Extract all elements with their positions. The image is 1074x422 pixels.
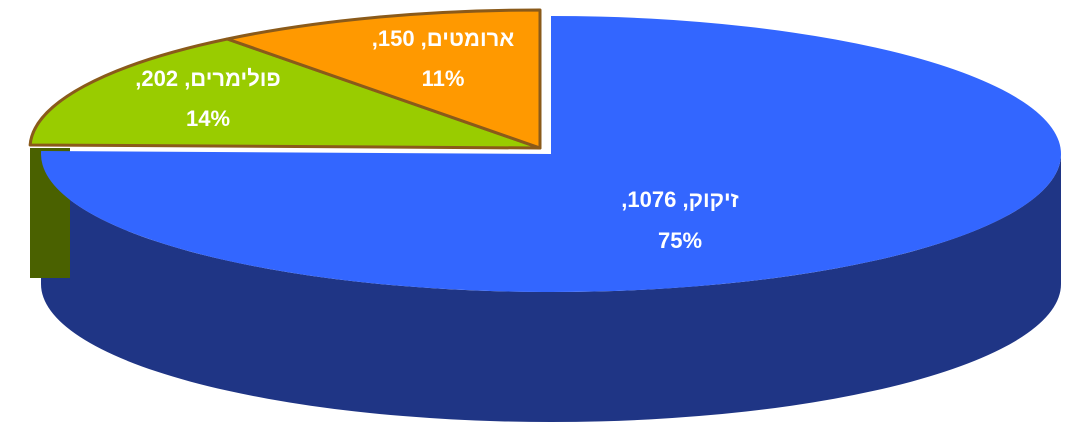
slice-top-polymers	[28, 37, 542, 150]
slice-top-aromatics	[225, 8, 542, 150]
label-aromatics-line2: 11%	[422, 66, 465, 91]
label-polymers-line1: פולימרים, 202,	[135, 66, 281, 91]
pie-tops	[28, 8, 1061, 293]
label-polymers-line2: 14%	[186, 106, 230, 131]
label-aromatics-line1: ארומטים, 150,	[372, 26, 515, 51]
label-zikuk-line2: 75%	[658, 228, 702, 253]
label-zikuk-line1: זיקוק, 1076,	[621, 187, 738, 212]
slice-side-zikuk-0	[41, 154, 1061, 422]
pie-labels: זיקוק, 1076, 75% פולימרים, 202, 14% ארומ…	[135, 26, 738, 253]
slice-top-zikuk	[40, 16, 1061, 293]
